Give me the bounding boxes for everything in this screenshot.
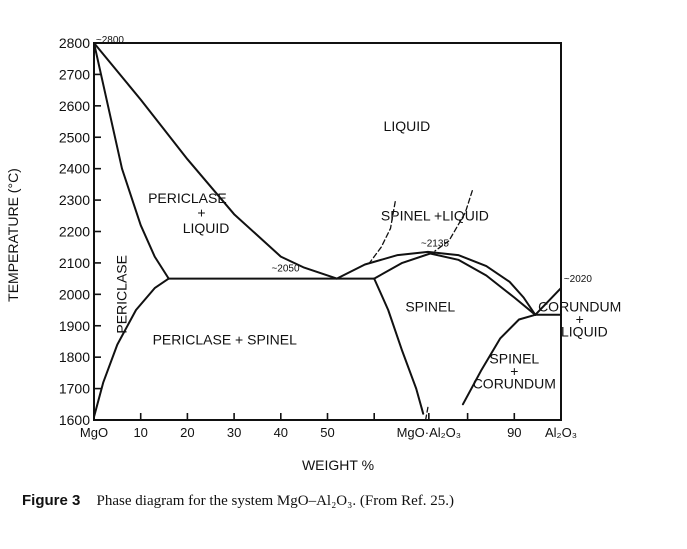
phase-boundary-12: [434, 190, 473, 252]
y-tick-label: 2200: [59, 224, 90, 240]
phase-boundary-7: [373, 252, 537, 316]
phase-boundary-5: [335, 250, 537, 316]
phase-boundary-6: [373, 277, 425, 415]
phase-boundary-10: [461, 313, 537, 406]
annotation-label: LIQUID: [561, 324, 608, 340]
annotation-label: ~2050: [271, 264, 300, 275]
y-tick-label: 1900: [59, 318, 90, 334]
x-axis-title: WEIGHT %: [302, 457, 374, 473]
annotation-label: ~2800: [96, 35, 125, 46]
y-tick-label: 2800: [59, 35, 90, 51]
y-tick-label: 2500: [59, 129, 90, 145]
annotation-label: LIQUID: [384, 118, 431, 134]
annotation-label: ~2135: [421, 239, 450, 250]
annotation-label: CORUNDUM: [473, 376, 556, 392]
y-tick-label: 1700: [59, 381, 90, 397]
y-tick-label: 2100: [59, 255, 90, 271]
phase-boundary-11: [424, 406, 429, 421]
phase-boundary-3: [93, 277, 170, 418]
y-tick-label: 2300: [59, 192, 90, 208]
x-tick-label: 40: [274, 425, 288, 440]
phase-boundary-13: [368, 201, 396, 264]
annotation-label: SPINEL: [489, 350, 539, 366]
figure-caption: Figure 3 Phase diagram for the system Mg…: [22, 492, 672, 510]
annotation-label: +: [510, 363, 518, 379]
x-tick-label: 50: [320, 425, 334, 440]
annotation-label: SPINEL: [405, 299, 455, 315]
phase-boundary-2: [93, 42, 170, 280]
x-tick-label: 20: [180, 425, 194, 440]
annotation-label: CORUNDUM: [538, 299, 621, 315]
annotation-label: PERICLASE + SPINEL: [153, 332, 298, 348]
y-axis-title: TEMPERATURE (°C): [5, 168, 21, 302]
x-tick-label: 30: [227, 425, 241, 440]
annotation-label: PERICLASE: [148, 190, 227, 206]
y-tick-label: 1800: [59, 349, 90, 365]
caption-label: Figure 3: [22, 492, 81, 509]
y-tick-label: 1600: [59, 412, 90, 428]
x-tick-label: Al₂O₃: [545, 425, 577, 440]
region-labels: ~2800~2050~2135~2020LIQUIDPERICLASE+LIQU…: [96, 35, 621, 392]
caption-text: Phase diagram for the system MgO–Al₂O₃. …: [96, 493, 455, 509]
annotation-label: +: [576, 311, 584, 327]
x-tick-label: 10: [133, 425, 147, 440]
annotation-label: PERICLASE: [114, 255, 130, 334]
y-tick-label: 2700: [59, 66, 90, 82]
axis-ticks: 1600 1700 1800 1900 2000 2100 2200 2300 2400 2500…: [59, 35, 577, 440]
x-tick-label: MgO: [80, 425, 108, 440]
phase-boundary-1: [93, 42, 338, 280]
phase-boundaries: [93, 42, 562, 421]
annotation-label: ~2020: [564, 274, 593, 285]
y-tick-label: 2600: [59, 98, 90, 114]
y-tick-label: 2000: [59, 286, 90, 302]
annotation-label: LIQUID: [183, 220, 230, 236]
annotation-label: +: [197, 204, 205, 220]
phase-boundary-9: [534, 287, 562, 316]
annotation-label: SPINEL +LIQUID: [381, 208, 489, 224]
x-tick-label: MgO·Al₂O₃: [397, 425, 462, 440]
y-tick-label: 2400: [59, 161, 90, 177]
x-tick-label: 90: [507, 425, 521, 440]
